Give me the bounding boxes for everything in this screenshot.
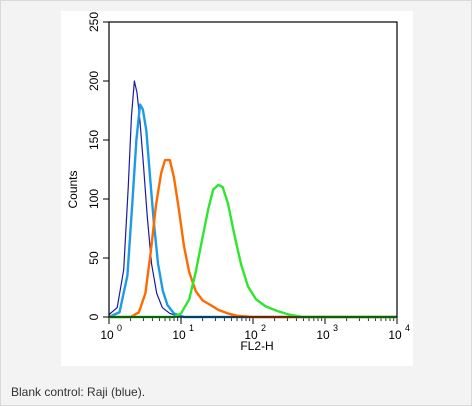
y-tick-label: 50	[87, 251, 101, 265]
y-tick-label: 200	[87, 71, 101, 91]
x-tick-label: 10 4	[388, 323, 410, 342]
x-tick-exponent: 0	[117, 323, 122, 333]
x-tick-exponent: 4	[405, 323, 410, 333]
x-tick-base: 10	[388, 328, 402, 342]
y-tick-labels: 0 50 100 150 200 250	[87, 12, 101, 321]
figure-caption: Blank control: Raji (blue).	[11, 385, 146, 399]
x-tick-base: 10	[316, 328, 330, 342]
series-group	[108, 80, 397, 319]
y-tick-label: 0	[87, 313, 101, 320]
plot-frame	[108, 21, 398, 318]
x-tick-base: 10	[100, 328, 114, 342]
y-tick-label: 100	[87, 189, 101, 209]
histogram-image: 0 50 100 150 200 250 10 0 10 1 10 2 10 3 10 4 Counts F…	[61, 11, 413, 366]
x-tick-base: 10	[244, 328, 258, 342]
x-tick-exponent: 3	[333, 323, 338, 333]
x-tick-exponent: 1	[189, 323, 194, 333]
y-tick-label: 150	[87, 130, 101, 150]
series-line-2	[108, 103, 397, 319]
y-tick-label: 250	[87, 12, 101, 32]
x-tick-label: 10 1	[172, 323, 194, 342]
series-line-3	[109, 158, 397, 319]
x-tick-label: 10 2	[244, 323, 266, 342]
series-line-4	[109, 183, 397, 319]
y-axis-label: Counts	[66, 170, 80, 208]
x-tick-label: 10 0	[100, 323, 122, 342]
x-tick-base: 10	[172, 328, 186, 342]
x-tick-label: 10 3	[316, 323, 338, 342]
x-tick-labels: 10 0 10 1 10 2 10 3 10 4	[100, 323, 410, 342]
series-line-1	[108, 80, 397, 318]
axis-ticks	[103, 21, 398, 324]
x-tick-exponent: 2	[261, 323, 266, 333]
x-axis-label: FL2-H	[240, 339, 273, 353]
